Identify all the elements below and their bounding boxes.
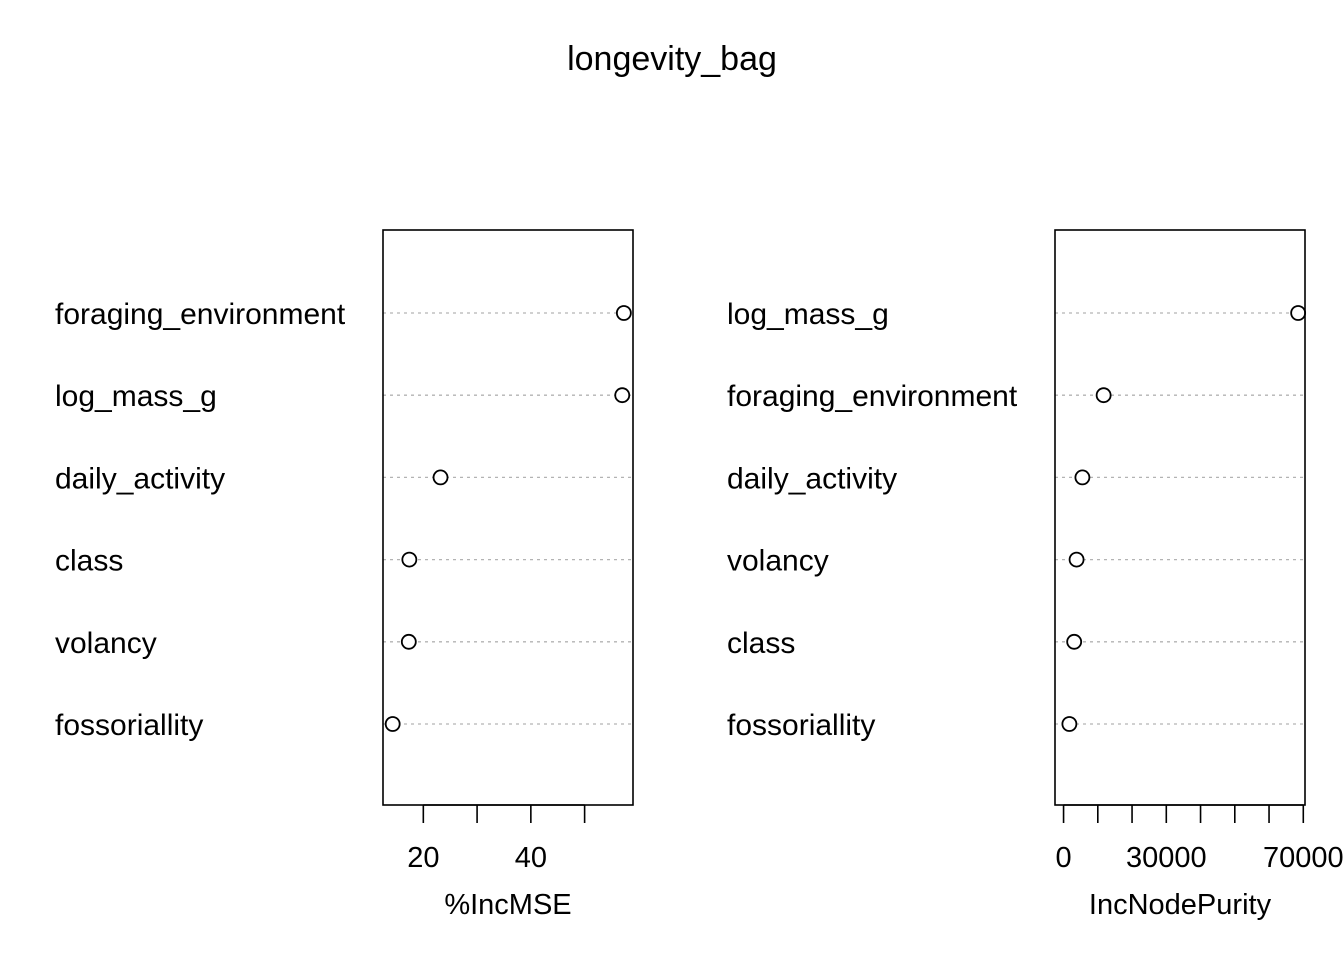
data-point — [432, 469, 449, 486]
data-point — [1061, 716, 1078, 732]
data-point — [384, 716, 401, 732]
category-label: foraging_environment — [727, 380, 1018, 413]
data-point — [1066, 633, 1083, 650]
data-point — [1068, 551, 1085, 568]
plot-frame — [382, 229, 634, 806]
category-label: log_mass_g — [727, 298, 889, 331]
data-point — [401, 551, 418, 568]
incmse-panel: foraging_environment log_mass_g daily_acti… — [55, 229, 634, 921]
category-label: fossoriallity — [55, 709, 203, 742]
category-label: volancy — [55, 627, 157, 660]
category-label: daily_activity — [55, 462, 225, 495]
plot-frame — [1054, 229, 1306, 806]
data-point — [615, 305, 632, 321]
category-label: foraging_environment — [55, 298, 346, 331]
data-point — [400, 633, 417, 650]
category-label: volancy — [727, 545, 829, 578]
category-label: class — [727, 627, 795, 660]
incnodepurity-panel: log_mass_g foraging_environment daily_acti… — [727, 229, 1344, 921]
x-tick-label: 30000 — [1126, 842, 1207, 874]
category-label: daily_activity — [727, 462, 897, 495]
data-point — [1290, 305, 1307, 321]
data-point — [1074, 469, 1091, 486]
chart-title: longevity_bag — [567, 40, 777, 78]
x-tick-label: 0 — [1055, 842, 1071, 874]
data-point — [1095, 387, 1112, 404]
category-label: log_mass_g — [55, 380, 217, 413]
x-axis-title: IncNodePurity — [1089, 889, 1272, 921]
x-tick-label: 70000 — [1263, 842, 1344, 874]
category-label: class — [55, 545, 123, 578]
category-label: fossoriallity — [727, 709, 875, 742]
x-tick-label: 20 — [407, 842, 439, 874]
x-tick-label: 40 — [515, 842, 547, 874]
x-axis-title: %IncMSE — [444, 889, 571, 921]
data-point — [614, 387, 631, 404]
